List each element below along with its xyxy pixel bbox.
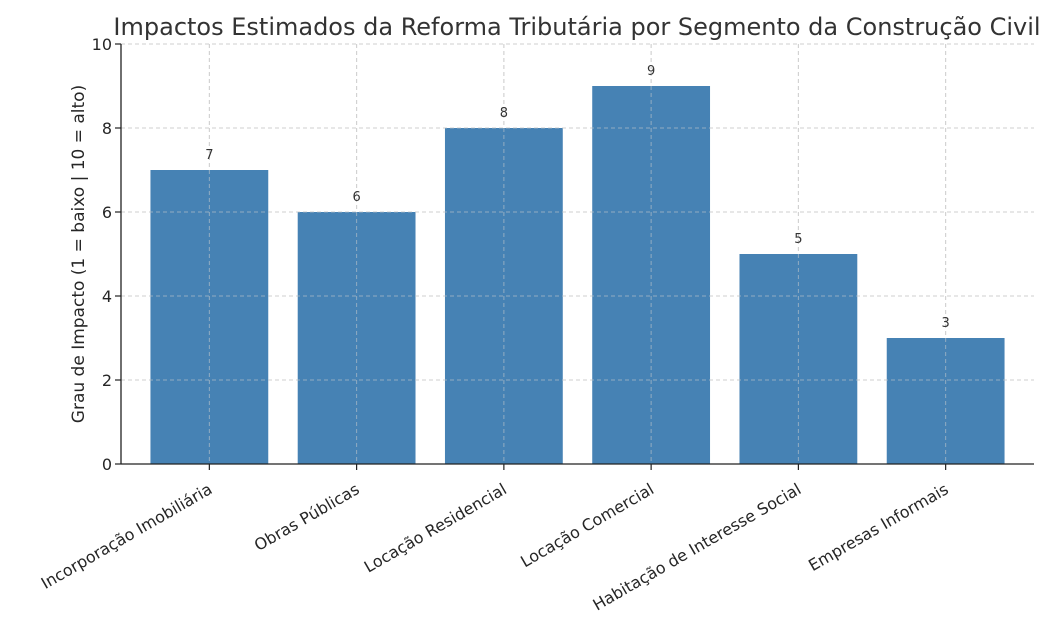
y-axis-label: Grau de Impacto (1 = baixo | 10 = alto) [69,85,89,423]
bars [121,43,1034,465]
chart-title: Impactos Estimados da Reforma Tributária… [113,13,1040,41]
x-category-label: Incorporação Imobiliária [38,479,216,592]
y-tick-label: 6 [102,203,112,222]
y-tick-label: 8 [102,119,112,138]
y-tick-label: 0 [102,455,112,474]
x-category-label: Locação Comercial [517,479,657,571]
bar-value-label: 5 [794,232,802,247]
axes [115,43,1034,470]
bar-value-label: 9 [647,64,655,79]
bar-value-label: 3 [942,316,950,331]
y-tick-label: 10 [92,35,112,54]
x-category-label: Empresas Informais [805,479,952,575]
bar-value-label: 8 [500,106,508,121]
x-category-label: Obras Públicas [251,479,363,554]
y-tick-label: 2 [102,371,112,390]
y-tick-label: 4 [102,287,112,306]
x-category-label: Locação Residencial [361,479,510,576]
bar-value-label: 7 [205,148,213,163]
bar-value-label: 6 [352,190,360,205]
